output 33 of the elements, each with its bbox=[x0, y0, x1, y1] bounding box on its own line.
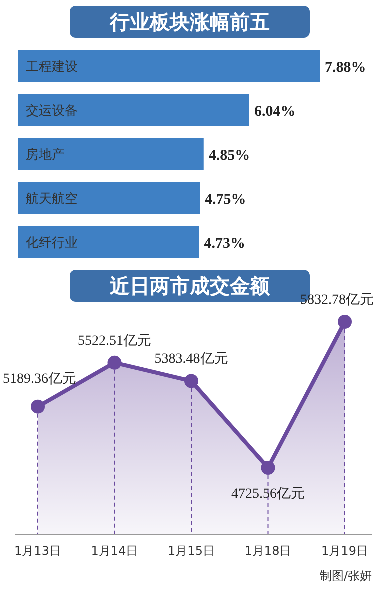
bar bbox=[18, 226, 200, 258]
x-tick-label: 1月18日 bbox=[244, 544, 292, 558]
y-tick-label: 交运设备 bbox=[26, 103, 78, 119]
data-label: 4.73% bbox=[204, 236, 246, 252]
bar bbox=[18, 50, 320, 82]
annotation: 制图/张妍 bbox=[320, 569, 372, 583]
point bbox=[338, 315, 352, 329]
x-tick-label: 1月14日 bbox=[91, 544, 138, 558]
point bbox=[108, 356, 122, 370]
point bbox=[261, 461, 276, 475]
data-label: 7.88% bbox=[325, 60, 366, 76]
data-label: 5522.51亿元 bbox=[78, 332, 152, 349]
chart-title: 近日两市成交金额 bbox=[109, 274, 271, 298]
bar bbox=[18, 94, 250, 126]
x-tick-label: 1月19日 bbox=[322, 544, 368, 558]
y-tick-label: 工程建设 bbox=[26, 60, 78, 75]
data-label: 6.04% bbox=[254, 104, 296, 120]
point bbox=[184, 374, 198, 388]
y-tick-label: 房地产 bbox=[26, 147, 65, 163]
x-tick-label: 1月13日 bbox=[14, 544, 62, 558]
bar bbox=[18, 182, 200, 214]
chart-title: 行业板块涨幅前五 bbox=[109, 10, 270, 34]
bar bbox=[18, 138, 204, 170]
data-label: 4.75% bbox=[205, 192, 246, 208]
x-tick-label: 1月15日 bbox=[168, 544, 215, 558]
point bbox=[31, 400, 45, 414]
y-tick-label: 航天航空 bbox=[26, 192, 78, 207]
y-tick-label: 化纤行业 bbox=[26, 236, 78, 251]
data-label: 4725.56亿元 bbox=[232, 486, 305, 502]
data-label: 5383.48亿元 bbox=[154, 351, 228, 368]
data-label: 5832.78亿元 bbox=[300, 292, 374, 308]
data-label: 5189.36亿元 bbox=[3, 370, 76, 387]
data-label: 4.85% bbox=[208, 148, 250, 164]
